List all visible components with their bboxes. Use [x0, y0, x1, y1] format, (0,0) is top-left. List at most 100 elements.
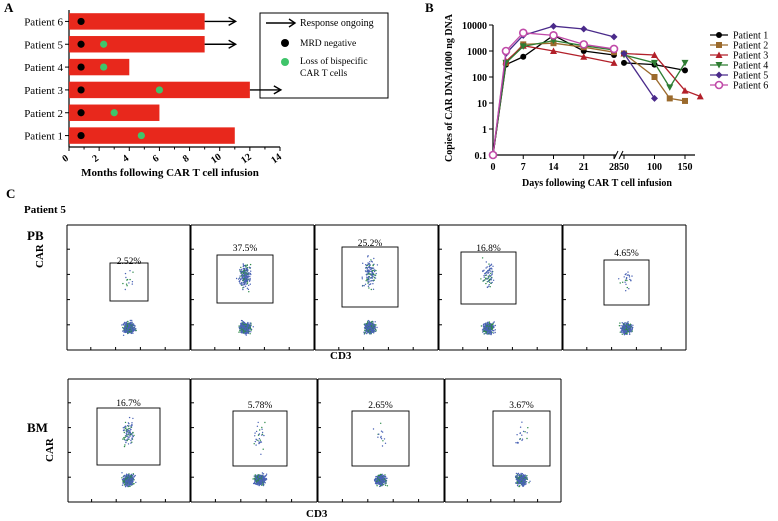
b-legend-label: Patient 6 [733, 81, 768, 92]
bm-ylabel: CAR [44, 438, 56, 462]
b-point [715, 71, 723, 79]
b-point [501, 46, 511, 56]
b-legend-label: Patient 4 [733, 61, 768, 72]
a-category-label-2: Patient 5 [24, 39, 63, 51]
a-mrd-dot [77, 40, 85, 48]
flow-events [618, 271, 634, 336]
b-series-line [492, 32, 615, 156]
panel-label-b: B [425, 0, 434, 15]
b-point [621, 59, 627, 66]
a-xtick-label-10: 10 [209, 152, 224, 167]
pb-xlabel: CD3 [330, 350, 352, 362]
flow-plot-bm-1: 16.7% [67, 378, 191, 503]
flow-gate-percent: 5.78% [248, 401, 273, 411]
b-point [681, 87, 689, 94]
b-point [714, 80, 724, 90]
panel-b-chart: 0.1 1 10 100 1000 10000 0 7 14 21 28 50 100 150 Patien… [444, 13, 768, 189]
b-series-patient-4: Patient 4 [489, 37, 768, 159]
flow-gate-percent: 4.65% [614, 249, 639, 259]
flow-gate-percent: 16.8% [476, 244, 501, 254]
b-series-patient-5: Patient 5 [489, 22, 768, 159]
b-point [666, 84, 674, 91]
bm-xlabel: CD3 [306, 508, 328, 520]
a-xtick-label-2: 2 [91, 153, 101, 165]
b-xtick-label-100: 100 [647, 162, 662, 173]
b-legend-label: Patient 3 [733, 51, 768, 62]
flow-events [514, 421, 531, 488]
pb-ylabel: CAR [34, 244, 46, 268]
b-point [550, 47, 557, 54]
b-point [550, 22, 557, 30]
b-point [716, 42, 722, 48]
b-point [620, 50, 628, 58]
flow-gate-percent: 25.2% [358, 239, 383, 249]
b-point [580, 53, 588, 60]
a-loss-dot [155, 86, 164, 94]
flow-events [372, 422, 389, 488]
b-point [610, 59, 618, 66]
panel-a-chart: 0 2 4 6 8 10 12 14 Patient 6 Patient 5 Patient 4 Pa… [24, 10, 389, 179]
flow-events [480, 257, 496, 336]
a-category-label-4: Patient 3 [24, 85, 63, 97]
b-ytick-label-1000: 1000 [467, 47, 487, 58]
panel-label-c: C [6, 186, 16, 201]
b-point [696, 92, 704, 100]
panel-b-xlabel: Days following CAR T cell infusion [522, 178, 672, 189]
b-point [550, 37, 557, 45]
legend-mrd-dot [281, 39, 289, 47]
a-mrd-dot [77, 86, 85, 94]
a-xtick-label-0: 0 [60, 153, 70, 165]
legend-arrow-icon [288, 18, 297, 28]
panel-a-xlabel: Months following CAR T cell infusion [81, 167, 259, 179]
b-xtick-label-50: 50 [619, 162, 629, 173]
b-xtick-label-0: 0 [491, 162, 496, 173]
b-ytick-label-10000: 10000 [462, 21, 487, 32]
panel-a-legend-box [259, 12, 389, 99]
b-ytick-label-0.1: 0.1 [475, 151, 488, 162]
flow-plot-pb-4: 16.8% [438, 224, 563, 351]
flow-gate-box [341, 246, 399, 308]
b-point [520, 53, 527, 60]
a-mrd-dot [77, 109, 85, 117]
b-ytick-label-100: 100 [472, 73, 487, 84]
b-xtick-label-21: 21 [579, 162, 589, 173]
flow-events [252, 421, 268, 487]
a-mrd-dot [77, 17, 85, 26]
flow-gate-box [109, 262, 149, 302]
panel-c-subtitle: Patient 5 [24, 204, 66, 216]
a-xtick-label-8: 8 [181, 153, 191, 165]
a-response-arrow-icon [228, 16, 238, 27]
a-bar-patient-6 [69, 13, 205, 30]
b-point [518, 28, 528, 38]
legend-loss-text-2: CAR T cells [300, 69, 347, 79]
a-response-arrow-icon [273, 85, 283, 95]
a-loss-dot [137, 131, 145, 140]
flow-gate-box [351, 410, 410, 467]
b-point [519, 43, 527, 50]
b-series-line [623, 54, 686, 89]
a-category-label-3: Patient 4 [24, 62, 63, 74]
flow-plot-pb-3: 25.2% [314, 224, 439, 351]
b-point [651, 74, 658, 80]
b-point [651, 94, 658, 102]
b-series-line [492, 42, 615, 156]
b-series-patient-2: Patient 2 [490, 40, 768, 158]
b-series-line [623, 52, 701, 97]
flow-gate-box [603, 259, 650, 306]
flow-gate-box [96, 407, 161, 466]
legend-loss-dot [281, 58, 289, 66]
a-response-arrow-icon [228, 39, 238, 49]
legend-response-text: Response ongoing [300, 18, 374, 29]
b-axis-break-right [618, 150, 624, 160]
flow-gate-percent: 37.5% [233, 244, 258, 254]
flow-plot-bm-4: 3.67% [444, 378, 562, 503]
flow-plot-bm-3: 2.65% [317, 378, 445, 503]
b-ytick-label-10: 10 [477, 99, 487, 110]
flow-gate-percent: 16.7% [116, 399, 141, 409]
flow-events [121, 270, 137, 336]
b-point [715, 51, 723, 58]
a-bar-patient-5 [69, 36, 205, 53]
b-point [682, 97, 688, 104]
b-series-line [623, 53, 686, 102]
flow-gate-box [216, 254, 274, 304]
